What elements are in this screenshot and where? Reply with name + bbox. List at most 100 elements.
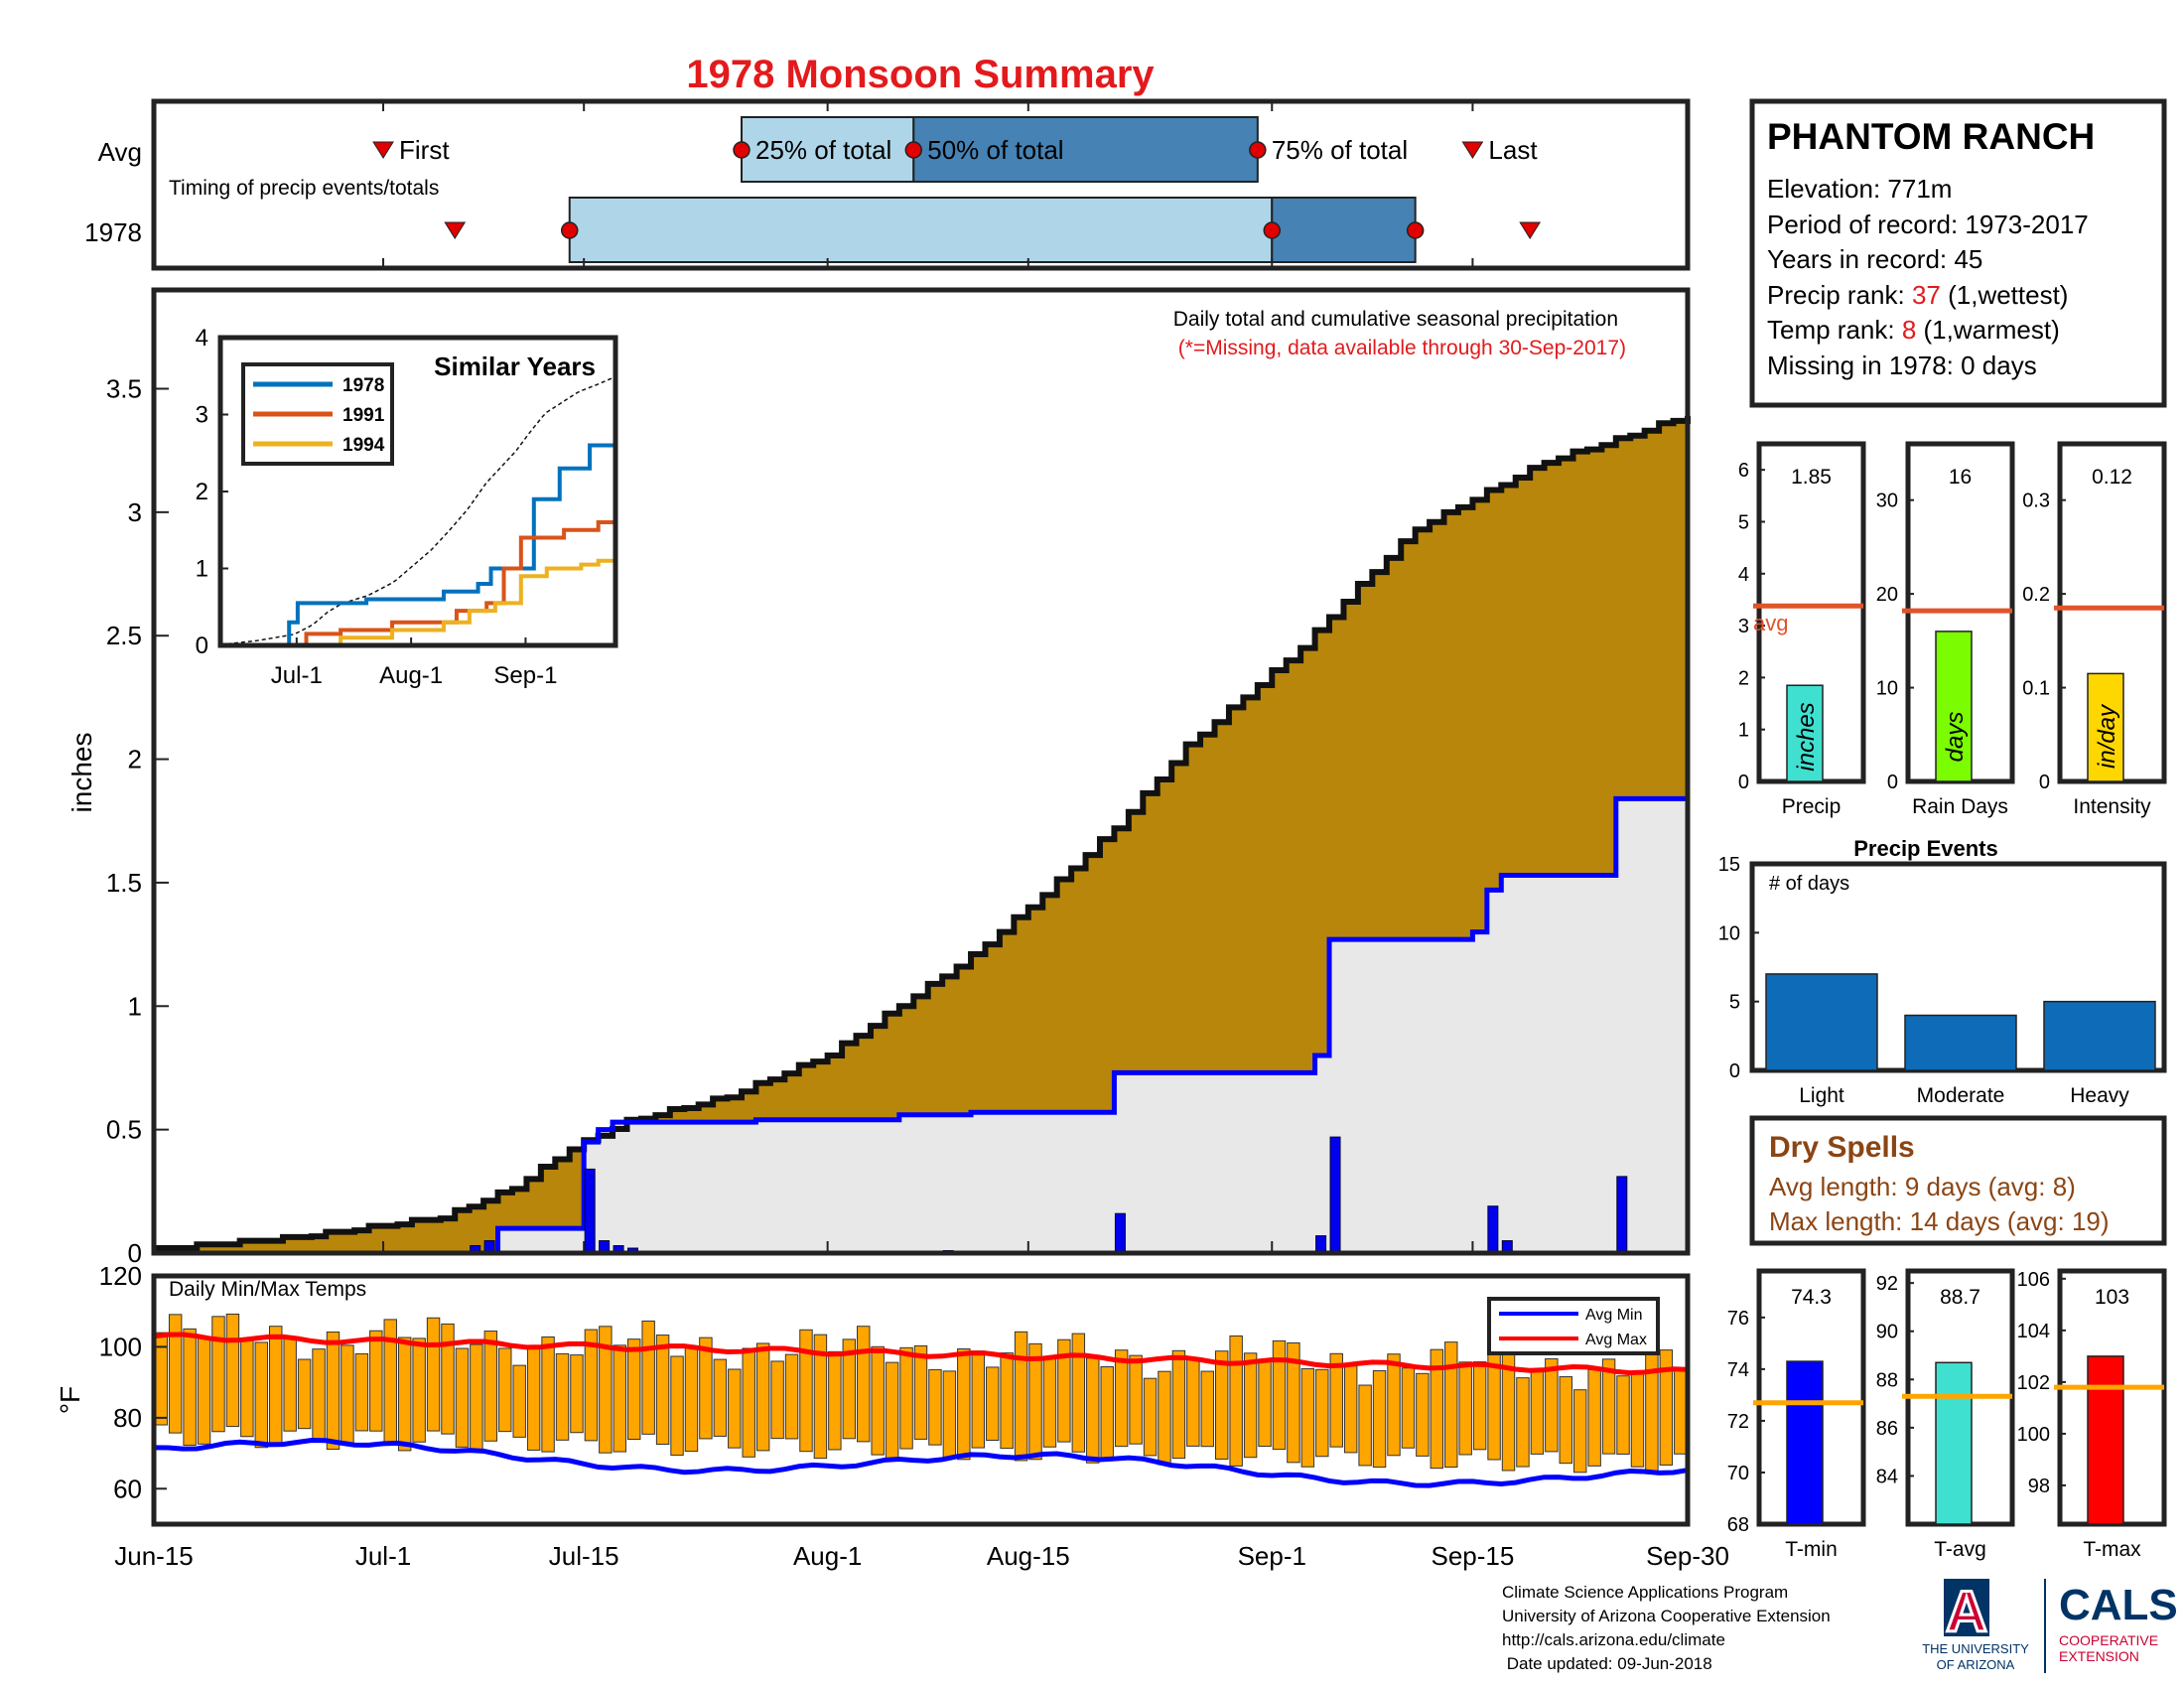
temp-ytick-label-0: 60 [113,1474,142,1503]
timing-avg-p75-marker [1249,141,1267,159]
timing-label-25: 25% of total [755,135,891,165]
temp-bar-17 [397,1336,412,1452]
temp-bar-10 [297,1358,312,1430]
temp-ytick-label-2: 100 [99,1332,142,1361]
temp-bar-54 [928,1368,942,1446]
temp-bar-79 [1287,1341,1300,1464]
temp-bar-89 [1430,1348,1444,1470]
footer-credits: Climate Science Applications Program Uni… [1502,1583,1831,1673]
temp-bar-8 [269,1326,283,1445]
temp-bar-67 [1114,1349,1129,1448]
temp-bar-90 [1444,1341,1458,1469]
daily-precip-bar-7 [1114,1212,1126,1254]
temp-bar-26 [526,1347,541,1451]
temp-bar-65 [1086,1357,1100,1464]
temp-bar-84 [1358,1384,1372,1467]
legend-avg-min: Avg Min [1585,1307,1643,1324]
timing-avg-last-triangle [1461,141,1484,159]
tmini-label-0: T-min [1785,1538,1838,1561]
temp-bar-93 [1487,1342,1501,1461]
xtick-label-2: Jul-15 [549,1541,619,1571]
main-ytick-label-5: 2.5 [106,621,142,650]
main-ytick-label-3: 1.5 [106,868,142,898]
inset-ytick-label-4: 4 [196,325,208,352]
legend-avg-max: Avg Max [1585,1332,1647,1348]
tmini-2-ytick-label-3: 104 [2017,1321,2050,1342]
daily-precip-bar-2 [584,1168,596,1254]
mini-0-ytick-label-5: 5 [1738,511,1749,533]
avg-cumulative-line [154,415,1691,1252]
events-label-2: Heavy [2070,1084,2129,1107]
logos: A THE UNIVERSITY OF ARIZONA CALS COOPERA… [1922,1579,2178,1673]
ua-logo-letter: A [1946,1580,1987,1644]
temp-bar-70 [1158,1370,1171,1466]
temp-bar-42 [755,1342,770,1452]
temp-bar-30 [584,1329,599,1442]
temp-bar-78 [1272,1339,1287,1451]
inset-ytick-label-0: 0 [196,633,208,659]
temp-bar-19 [426,1317,441,1432]
cals-logo-sub2: EXTENSION [2059,1648,2139,1664]
temp-bar-9 [283,1336,297,1432]
temp-bar-18 [412,1337,426,1443]
temp-bar-76 [1243,1352,1258,1459]
footer-line4: Date updated: 09-Jun-2018 [1502,1654,1712,1673]
ua-logo-text1: THE UNIVERSITY [1922,1641,2029,1656]
temp-bar-49 [857,1326,871,1443]
temp-bar-57 [971,1350,985,1449]
temp-bar-28 [555,1352,570,1441]
mini-unit-0: inches [1793,702,1820,771]
mini-value-0: 1.85 [1791,466,1832,489]
temp-bar-11 [312,1348,326,1441]
tmini-0-ytick-label-1: 70 [1727,1463,1749,1484]
mini-bar-0 [1786,684,1824,782]
mini-1-ytick-label-2: 20 [1876,584,1898,606]
timing-year-p50-marker [1263,221,1282,239]
temp-frame [151,1273,1691,1527]
inset-avg-dashed-line [219,375,616,645]
main-ytick-label-2: 1 [128,991,142,1021]
timing-avg-box-50-75 [912,116,1259,183]
temp-bar-97 [1545,1357,1559,1453]
tmini-label-1: T-avg [1934,1538,1986,1561]
mini-label-0: Precip [1782,795,1842,818]
mini-0-ytick-label-0: 0 [1738,772,1749,793]
tmini-value-0: 74.3 [1791,1286,1832,1309]
mini-value-1: 16 [1949,466,1972,489]
temp-bar-34 [641,1320,655,1435]
temp-bar-40 [728,1368,742,1449]
station-frame [1749,98,2167,408]
inset-line-1991 [220,510,617,647]
inset-line-1978 [220,437,617,647]
temp-bar-46 [813,1334,828,1460]
timing-year-last-triangle [1519,221,1542,239]
temp-bar-61 [1028,1342,1042,1461]
temp-avg-min-line [153,1437,1689,1488]
precip-events-chart: Precip Events # of days 0 5 10 15 Light Moder… [1718,836,2167,1107]
main-ytick-label-1: 0.5 [106,1115,142,1145]
tmini-1-ytick-label-0: 84 [1876,1466,1898,1487]
temp-bar-104 [1645,1348,1659,1475]
timing-label-first: First [399,135,450,165]
events-label-1: Moderate [1917,1084,2005,1107]
avg-cumulative-area [154,415,1688,1253]
temp-avg-max-line [153,1332,1689,1376]
temp-bar-7 [254,1341,269,1449]
temp-legend [1487,1297,1660,1355]
inset-ytick-label-2: 2 [196,479,208,505]
station-elevation: Elevation: 771m [1767,174,1952,204]
summary-mini-charts: 0 1 2 3 4 5 6 inches 1.85 Precip avg 0 10 20 30 days 16 R… [1738,441,2167,818]
station-temp-rank: Temp rank: 8 (1,warmest) [1767,315,2060,345]
temp-bar-101 [1601,1358,1616,1455]
mini-2-ytick-label-1: 0.1 [2022,678,2050,700]
temp-bar-53 [913,1344,928,1440]
temp-bar-82 [1329,1352,1343,1448]
tmini-1-ytick-label-2: 88 [1876,1369,1898,1391]
temp-bar-55 [942,1370,957,1459]
main-ylabel: inches [67,733,97,813]
temp-bar-105 [1659,1349,1674,1466]
mini-2-ytick-label-3: 0.3 [2022,491,2050,512]
temp-bar-45 [799,1329,813,1453]
mini-label-2: Intensity [2073,795,2151,818]
events-ytick-label-3: 15 [1718,854,1740,876]
